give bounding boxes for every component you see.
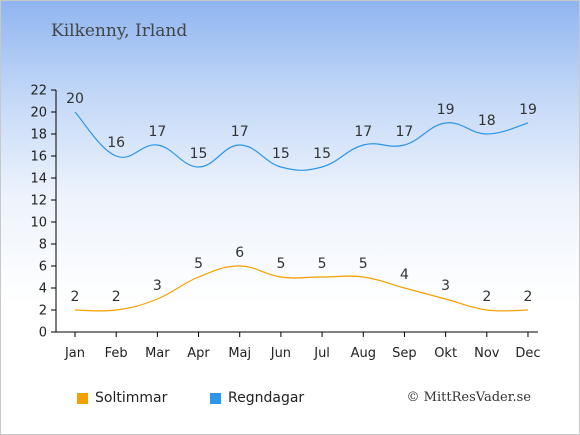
x-tick-label: Nov	[474, 346, 500, 361]
data-label-regndagar: 15	[272, 146, 290, 162]
regndagar-swatch	[210, 392, 221, 404]
data-label-soltimmar: 2	[482, 289, 491, 305]
data-label-soltimmar: 6	[235, 245, 244, 261]
data-label-soltimmar: 5	[359, 256, 368, 272]
data-label-regndagar: 19	[519, 102, 537, 118]
y-tick-label: 0	[39, 326, 47, 341]
x-tick-label: Sep	[392, 346, 417, 361]
x-tick-label: Jan	[64, 346, 85, 361]
x-tick-label: Feb	[105, 346, 128, 361]
data-label-regndagar: 19	[437, 102, 455, 118]
y-tick-label: 6	[39, 260, 47, 275]
legend-item-regndagar: Regndagar	[210, 390, 304, 406]
x-tick-label: Maj	[228, 346, 251, 361]
data-label-soltimmar: 3	[441, 278, 450, 294]
y-tick-label: 4	[39, 282, 47, 297]
x-tick-label: Jun	[270, 346, 291, 361]
data-label-regndagar: 15	[190, 146, 208, 162]
x-tick-label: Okt	[434, 346, 457, 361]
y-tick-label: 22	[30, 84, 47, 99]
data-label-regndagar: 17	[354, 124, 372, 140]
series-line-soltimmar	[74, 265, 528, 312]
data-labels: 2 2 3 5 6 5 5 5 4 3 2 2 20 16 17 15 17 15 15 17 17 19 18 19	[66, 91, 537, 305]
data-label-soltimmar: 3	[153, 278, 162, 294]
soltimmar-swatch	[77, 392, 88, 404]
y-tick-label: 8	[39, 238, 47, 253]
data-label-soltimmar: 4	[400, 267, 409, 283]
legend-item-soltimmar: Soltimmar	[77, 390, 167, 406]
data-label-soltimmar: 2	[524, 289, 533, 305]
series-lines	[74, 111, 529, 312]
data-label-soltimmar: 5	[318, 256, 327, 272]
data-label-regndagar: 20	[66, 91, 84, 107]
series-line-regndagar	[74, 111, 529, 171]
data-label-regndagar: 18	[478, 113, 496, 129]
x-tick-label: Apr	[187, 346, 210, 361]
credit-text: © MittResVader.se	[406, 390, 531, 405]
legend-label-soltimmar: Soltimmar	[95, 390, 168, 406]
data-label-regndagar: 17	[396, 124, 414, 140]
x-tick-label: Mar	[145, 346, 170, 361]
data-label-soltimmar: 2	[112, 289, 121, 305]
data-label-regndagar: 17	[231, 124, 249, 140]
x-tick-label: Jul	[313, 346, 330, 361]
x-tick-label: Aug	[351, 346, 376, 361]
y-tick-label: 20	[30, 106, 47, 121]
y-tick-label: 12	[30, 194, 47, 209]
y-tick-label: 2	[39, 304, 47, 319]
y-tick-label: 14	[30, 172, 47, 187]
y-tick-label: 16	[30, 150, 47, 165]
y-tick-label: 10	[30, 216, 47, 231]
data-label-soltimmar: 5	[276, 256, 285, 272]
data-label-regndagar: 17	[148, 124, 166, 140]
data-label-soltimmar: 2	[71, 289, 80, 305]
data-label-soltimmar: 5	[194, 256, 203, 272]
chart-title: Kilkenny, Irland	[51, 21, 188, 41]
data-label-regndagar: 15	[313, 146, 331, 162]
y-tick-label: 18	[30, 128, 47, 143]
legend-label-regndagar: Regndagar	[228, 390, 305, 406]
data-label-regndagar: 16	[107, 135, 125, 151]
x-tick-label: Dec	[515, 346, 540, 361]
